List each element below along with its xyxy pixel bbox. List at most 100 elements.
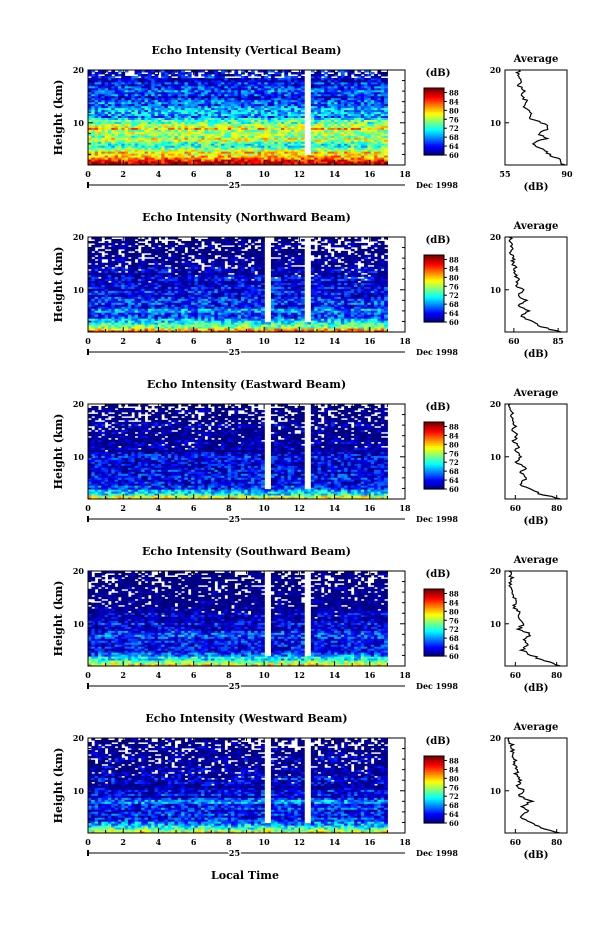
heatmap-cell bbox=[164, 145, 169, 148]
heatmap-cell bbox=[97, 149, 102, 152]
heatmap-cell bbox=[334, 145, 338, 148]
heatmap-cell bbox=[330, 161, 335, 164]
heatmap-cell bbox=[177, 155, 182, 158]
heatmap-cell bbox=[184, 147, 189, 150]
heatmap-cell bbox=[94, 139, 99, 142]
heatmap-cell bbox=[367, 147, 372, 150]
heatmap-cell bbox=[347, 141, 352, 144]
heatmap-cell bbox=[364, 73, 368, 77]
heatmap-cell bbox=[107, 135, 112, 138]
heatmap-cell bbox=[91, 149, 96, 152]
heatmap-cell bbox=[244, 153, 249, 156]
panel-title: Echo Intensity (Northward Beam) bbox=[142, 211, 351, 224]
heatmap-cell bbox=[260, 151, 265, 154]
heatmap-cell bbox=[374, 161, 378, 164]
heatmap-cell bbox=[107, 71, 112, 75]
heatmap-cell bbox=[267, 322, 272, 325]
heatmap-cell bbox=[184, 141, 189, 144]
heatmap-cell bbox=[217, 155, 222, 158]
x-tick-label: 16 bbox=[364, 169, 376, 179]
heatmap-cell bbox=[134, 147, 139, 150]
heatmap-cell bbox=[164, 151, 169, 154]
heatmap-cell bbox=[237, 145, 242, 148]
heatmap-cell bbox=[201, 139, 205, 142]
heatmap-cell bbox=[244, 147, 249, 150]
heatmap-cell bbox=[370, 163, 375, 166]
heatmap-cell bbox=[171, 147, 175, 150]
heatmap-cell bbox=[97, 163, 102, 166]
heatmap-cell bbox=[127, 75, 132, 79]
heatmap-cell bbox=[141, 135, 146, 138]
heatmap-cell bbox=[201, 135, 205, 138]
heatmap-cell bbox=[360, 143, 365, 146]
heatmap-cell bbox=[124, 143, 129, 146]
heatmap-cell bbox=[131, 145, 136, 148]
heatmap-cell bbox=[224, 151, 229, 154]
heatmap-cell bbox=[277, 135, 282, 138]
heatmap-cell bbox=[227, 147, 232, 150]
heatmap-cell bbox=[127, 161, 132, 164]
heatmap-cell bbox=[380, 145, 385, 148]
heatmap-cell bbox=[111, 163, 116, 166]
heatmap-cell bbox=[287, 163, 292, 166]
heatmap-cell bbox=[91, 145, 96, 148]
heatmap-cell bbox=[357, 139, 362, 142]
heatmap-cell bbox=[360, 71, 365, 75]
heatmap-cell bbox=[350, 145, 355, 148]
heatmap-cell bbox=[191, 141, 195, 144]
heatmap-cell bbox=[260, 135, 265, 138]
heatmap-cell bbox=[137, 155, 142, 158]
heatmap-cell bbox=[280, 147, 285, 150]
heatmap-cell bbox=[171, 159, 175, 162]
heatmap-cell bbox=[91, 151, 96, 154]
heatmap-cell bbox=[224, 153, 229, 156]
heatmap-cell bbox=[187, 141, 192, 144]
heatmap-cell bbox=[257, 77, 262, 81]
heatmap-cell bbox=[314, 143, 319, 146]
heatmap-cell bbox=[191, 145, 195, 148]
heatmap-cell bbox=[294, 137, 299, 140]
heatmap-cell bbox=[274, 141, 279, 144]
heatmap-cell bbox=[111, 147, 116, 150]
heatmap-cell bbox=[297, 145, 302, 148]
heatmap-cell bbox=[194, 159, 199, 162]
heatmap-cell bbox=[184, 153, 189, 156]
heatmap-cell bbox=[107, 157, 112, 160]
heatmap-cell bbox=[124, 153, 129, 156]
heatmap-cell bbox=[270, 73, 275, 77]
heatmap-cell bbox=[141, 155, 146, 158]
heatmap-cell bbox=[380, 141, 385, 144]
heatmap-cell bbox=[97, 157, 102, 160]
heatmap-cell bbox=[154, 151, 159, 154]
heatmap-cell bbox=[370, 75, 375, 79]
heatmap-cell bbox=[237, 143, 242, 146]
heatmap-cell bbox=[167, 143, 172, 146]
heatmap-cell bbox=[284, 135, 289, 138]
heatmap-cell bbox=[374, 155, 378, 158]
heatmap-cell bbox=[337, 157, 342, 160]
heatmap-cell bbox=[184, 159, 189, 162]
heatmap-cell bbox=[181, 137, 185, 140]
heatmap-cell bbox=[91, 147, 96, 150]
heatmap-cell bbox=[337, 145, 342, 148]
heatmap-cell bbox=[141, 145, 146, 148]
heatmap-cell bbox=[197, 161, 202, 164]
heatmap-cell bbox=[174, 153, 179, 156]
heatmap-cell bbox=[194, 151, 199, 154]
heatmap-cell bbox=[320, 77, 325, 81]
heatmap-cell bbox=[244, 135, 249, 138]
heatmap-cell bbox=[317, 155, 322, 158]
heatmap-cell bbox=[380, 139, 385, 142]
heatmap-cell bbox=[144, 137, 149, 140]
heatmap-cell bbox=[137, 151, 142, 154]
heatmap-cell bbox=[340, 151, 345, 154]
heatmap-cell bbox=[267, 147, 272, 150]
heatmap-cell bbox=[241, 157, 245, 160]
heatmap-cell bbox=[161, 161, 166, 164]
heatmap-cell bbox=[330, 153, 335, 156]
average-frame bbox=[504, 69, 568, 166]
heatmap-cell bbox=[94, 143, 99, 146]
heatmap-cell bbox=[280, 157, 285, 160]
heatmap-cell bbox=[151, 145, 156, 148]
heatmap-cell bbox=[221, 139, 225, 142]
